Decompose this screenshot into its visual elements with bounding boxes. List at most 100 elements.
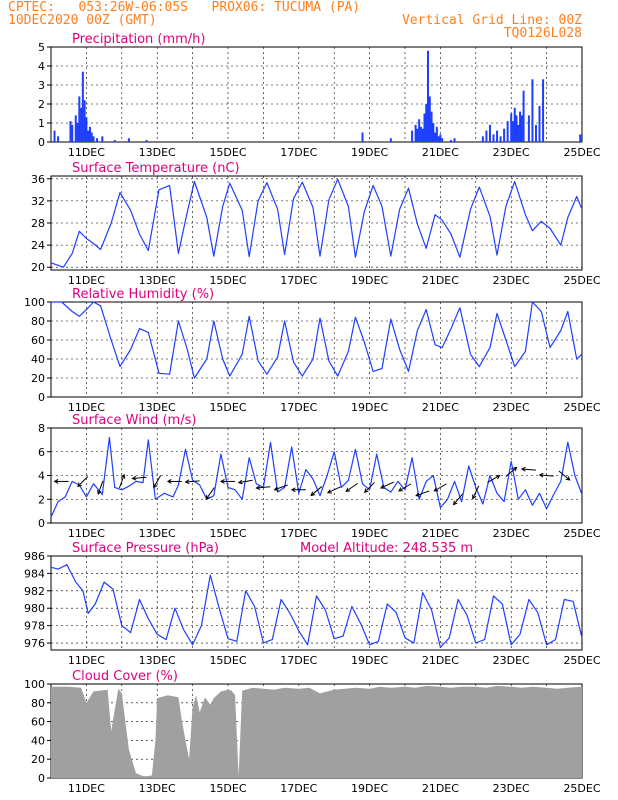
cloud-xtick-label: 19DEC (351, 782, 388, 795)
precip-bar (485, 130, 488, 142)
precip-xtick-label: 13DEC (139, 146, 176, 159)
precip-bar (57, 136, 60, 142)
press-panel: 976 978 980 982 984 986 11DEC 13DEC 15DEC 17DEC 19… (24, 541, 601, 667)
temp-xtick-label: 23DEC (493, 274, 530, 287)
precip-bar (78, 96, 81, 142)
rh-xtick-label: 23DEC (493, 401, 530, 414)
press-xtick-label: 21DEC (422, 654, 459, 667)
rh-xtick-label: 17DEC (280, 401, 317, 414)
wind-arrow-head (452, 500, 458, 506)
precip-title: Precipitation (mm/h) (72, 32, 205, 47)
precip-xtick-label: 25DEC (563, 146, 600, 159)
cloud-title: Cloud Cover (%) (72, 669, 178, 684)
precip-bar (542, 79, 545, 142)
wind-arrow (345, 482, 358, 492)
press-xtick-label: 11DEC (68, 654, 105, 667)
cloud-area (51, 685, 582, 778)
precip-bar (513, 107, 516, 142)
wind-arrow (132, 476, 147, 479)
precip-xtick-label: 15DEC (209, 146, 246, 159)
wind-xtick-label: 23DEC (493, 527, 530, 540)
wind-arrow-head (397, 487, 403, 492)
precip-bar (481, 136, 484, 142)
cloud-xtick-label: 23DEC (493, 782, 530, 795)
wind-arrow (153, 475, 162, 488)
precip-bar (389, 138, 392, 142)
precip-ytick-label: 0 (38, 136, 45, 149)
wind-arrow (398, 483, 412, 492)
press-xtick-label: 25DEC (563, 654, 600, 667)
precip-bar (421, 128, 424, 142)
rh-xtick-label: 21DEC (422, 401, 459, 414)
rh-panel: 0 20 40 60 80 100 11DEC 13DEC 15DEC 17DEC 19DEC 21D… (24, 287, 601, 414)
precip-xtick-label: 19DEC (351, 146, 388, 159)
wind-series-line (50, 436, 583, 518)
wind-arrow (256, 486, 271, 489)
precip-bar (492, 134, 495, 142)
precip-frame (50, 46, 583, 143)
precip-bar (113, 140, 116, 142)
temp-ytick-label: 32 (31, 195, 45, 208)
press-xtick-label: 13DEC (139, 654, 176, 667)
press-xtick-label: 15DEC (209, 654, 246, 667)
precip-bar (92, 136, 95, 142)
wind-arrow (205, 487, 215, 500)
wind-arrow (505, 467, 517, 477)
precip-bar (531, 79, 534, 142)
temp-xtick-label: 11DEC (68, 274, 105, 287)
precip-bar (510, 113, 513, 142)
wind-ytick-label: 4 (38, 470, 45, 483)
precip-panel: 0 1 2 3 4 5 11DEC 13DEC 15DEC 17DEC 19DEC 21DEC 23DE… (38, 32, 601, 159)
wind-arrows (53, 466, 571, 506)
wind-arrow (539, 474, 554, 477)
temp-series-line (50, 178, 583, 268)
wind-arrow-head (153, 483, 158, 489)
precip-bar (101, 136, 104, 142)
wind-arrow (434, 483, 447, 492)
wind-arrow-head (326, 489, 332, 494)
press-ytick-label: 982 (24, 585, 45, 598)
wind-arrow-head (53, 479, 59, 484)
header: CPTEC: 053:26W-06:05S PROX06: TUCUMA (PA… (0, 0, 618, 40)
precip-bar (538, 105, 541, 142)
rh-xtick-label: 13DEC (139, 401, 176, 414)
precip-bar (80, 107, 83, 142)
rh-ytick-label: 20 (31, 372, 45, 385)
temp-xtick-label: 15DEC (209, 274, 246, 287)
wind-arrow (77, 476, 89, 487)
cloud-xtick-label: 13DEC (139, 782, 176, 795)
precip-bar (414, 124, 417, 142)
press-ytick-label: 986 (24, 550, 45, 563)
precip-bar (432, 123, 435, 142)
wind-xtick-label: 17DEC (280, 527, 317, 540)
wind-arrow (521, 468, 536, 471)
wind-arrow-head (512, 466, 518, 472)
precip-bar (428, 96, 431, 142)
cloud-ytick-label: 100 (24, 678, 45, 691)
wind-arrow-head (131, 475, 137, 481)
wind-arrow (97, 480, 104, 495)
wind-arrow-head (380, 484, 385, 489)
cloud-ytick-label: 20 (31, 753, 45, 766)
precip-bar (85, 117, 88, 142)
wind-arrow (185, 480, 200, 483)
precip-bar (88, 126, 91, 142)
wind-arrow-head (255, 485, 261, 491)
precip-ytick-label: 4 (38, 60, 45, 73)
wind-arrow (118, 474, 125, 489)
temp-ytick-label: 28 (31, 217, 45, 230)
precip-bar (427, 50, 430, 142)
precip-bar (522, 90, 525, 142)
wind-ytick-label: 6 (38, 446, 45, 459)
wind-xtick-label: 13DEC (139, 527, 176, 540)
cloud-xtick-label: 17DEC (280, 782, 317, 795)
wind-arrow-head (310, 491, 316, 497)
rh-xtick-label: 15DEC (209, 401, 246, 414)
wind-arrow-head (520, 466, 526, 472)
wind-arrow-head (120, 473, 126, 479)
precip-bar (437, 136, 440, 142)
precip-bar (53, 130, 56, 142)
grid-line-note: Vertical Grid Line: 00Z (401, 13, 582, 28)
precip-bar (76, 123, 79, 142)
